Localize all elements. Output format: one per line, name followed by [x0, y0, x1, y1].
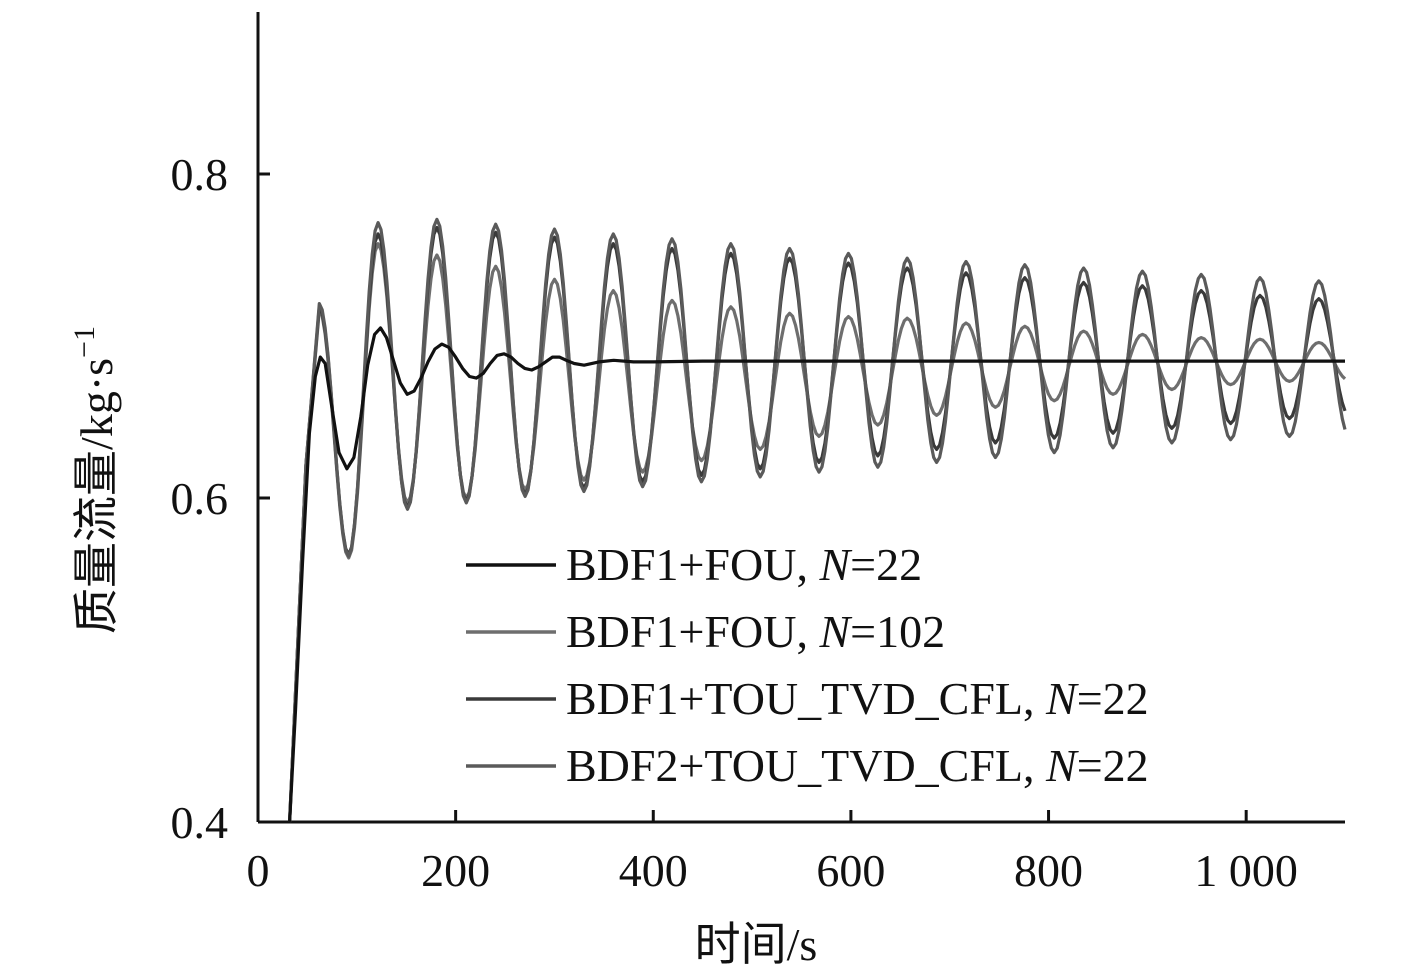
x-tick-label: 600 [816, 845, 885, 896]
y-axis-title-superscript: −1 [68, 326, 101, 358]
axes: 0 200 400 600 800 1 000 0.4 0.6 0.8 [171, 12, 1345, 896]
legend: BDF1+FOU, N=22 BDF1+FOU, N=102 BDF1+TOU_TV… [466, 539, 1149, 791]
series-layer [288, 217, 1347, 823]
x-tick-label: 800 [1014, 845, 1083, 896]
y-tick-label: 0.8 [171, 149, 229, 200]
series-line-4 [288, 217, 1347, 823]
x-tick-label: 0 [247, 845, 270, 896]
series-line-1 [288, 326, 1345, 823]
x-axis-title: 时间/s [695, 919, 818, 970]
y-tick-label: 0.6 [171, 473, 229, 524]
x-tick-label: 400 [619, 845, 688, 896]
x-tick-label: 1 000 [1194, 845, 1298, 896]
legend-label-4: BDF2+TOU_TVD_CFL, N=22 [566, 740, 1149, 791]
x-tick-label: 200 [421, 845, 490, 896]
legend-label-3: BDF1+TOU_TVD_CFL, N=22 [566, 673, 1149, 724]
legend-label-2: BDF1+FOU, N=102 [566, 606, 945, 657]
svg-text:质量流量/kg·s−1: 质量流量/kg·s−1 [68, 326, 122, 634]
y-axis-title: 质量流量/kg·s−1 [68, 326, 122, 634]
y-tick-label: 0.4 [171, 797, 229, 848]
legend-label-1: BDF1+FOU, N=22 [566, 539, 922, 590]
y-axis-title-main: 质量流量/kg·s [71, 358, 122, 634]
